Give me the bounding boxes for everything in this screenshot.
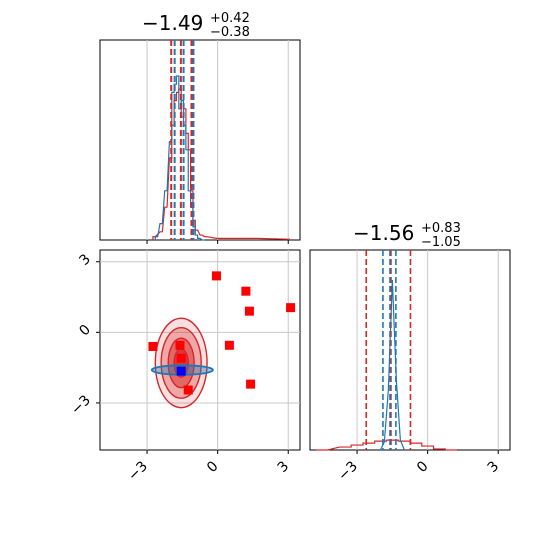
title-2-lower: −1.05 [421, 235, 461, 250]
marker-red [148, 341, 158, 351]
marker-red [183, 385, 193, 395]
tick-label-x-2d: 0 [204, 458, 222, 476]
title-param-2: −1.56 +0.83 −1.05 [353, 221, 461, 250]
title-1-value: −1.49 [142, 11, 203, 35]
marker-red [241, 286, 251, 296]
axis-ticks: −3 −3 −3 0 0 0 3 3 3 [68, 240, 502, 484]
tick-label-x-2d: −3 [125, 458, 151, 484]
tick-label-x-diag2: −3 [335, 458, 361, 484]
tick-label-x-2d: 3 [275, 458, 293, 476]
panel-diag-1-frame [99, 39, 301, 241]
hist-red [315, 439, 458, 451]
hist-blue [154, 75, 205, 241]
marker-red [175, 340, 185, 350]
tick-label-y-2d: 3 [76, 251, 94, 269]
marker-red [246, 379, 256, 389]
marker-blue [176, 366, 186, 376]
tick-label-y-2d: −3 [68, 392, 94, 418]
title-2-value: −1.56 [353, 221, 414, 245]
hist-blue [379, 279, 405, 451]
marker-red [286, 303, 296, 313]
marker-red [224, 340, 234, 350]
title-1-lower: −0.38 [210, 25, 250, 40]
tick-label-y-2d: 0 [76, 322, 94, 340]
tick-label-x-diag2: 0 [414, 458, 432, 476]
hist-red [152, 88, 291, 240]
tick-label-x-diag2: 3 [485, 458, 503, 476]
panel-2d [99, 249, 301, 451]
panel-2d-frame [99, 249, 301, 451]
marker-red [244, 306, 254, 316]
panel-diag-2 [309, 249, 511, 451]
marker-red [211, 271, 221, 281]
title-1-upper: +0.42 [210, 11, 250, 26]
panel-diag-1 [99, 39, 301, 241]
title-2-upper: +0.83 [421, 221, 461, 236]
title-param-1: −1.49 +0.42 −0.38 [142, 11, 250, 40]
marker-red [176, 353, 186, 363]
